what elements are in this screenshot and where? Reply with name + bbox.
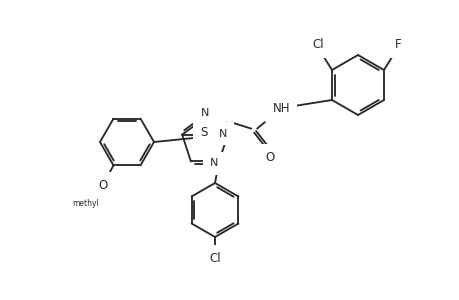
Text: N: N bbox=[209, 158, 218, 168]
Text: F: F bbox=[394, 38, 400, 50]
Text: O: O bbox=[265, 151, 274, 164]
Text: N: N bbox=[218, 129, 227, 139]
Text: methyl: methyl bbox=[72, 199, 99, 208]
Text: Cl: Cl bbox=[209, 253, 220, 266]
Text: S: S bbox=[200, 126, 207, 139]
Text: O: O bbox=[99, 179, 108, 192]
Text: NH: NH bbox=[272, 102, 289, 115]
Text: N: N bbox=[201, 108, 209, 118]
Text: Cl: Cl bbox=[312, 38, 323, 50]
